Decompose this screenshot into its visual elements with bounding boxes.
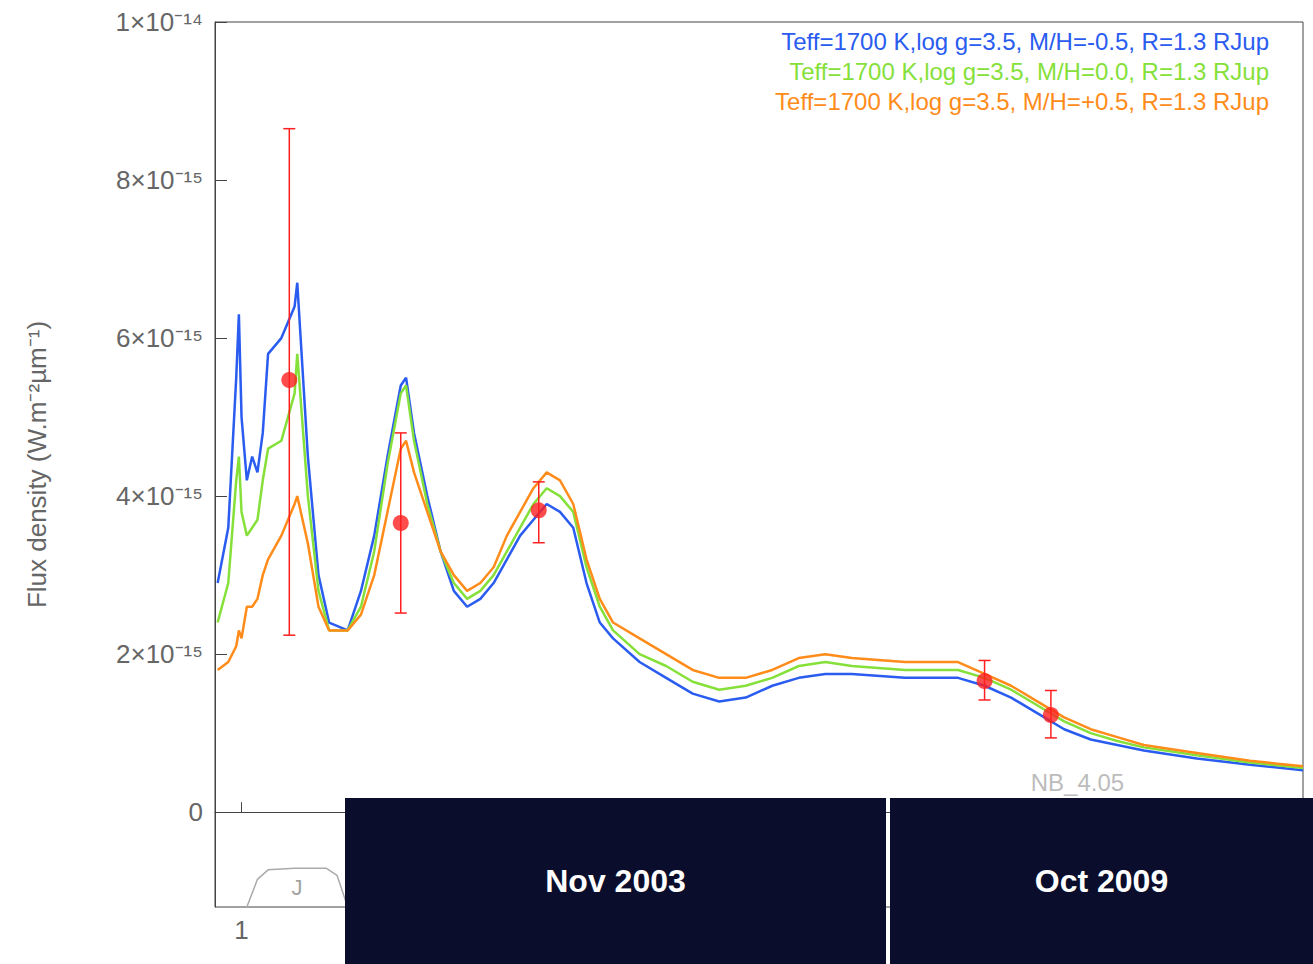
- svg-text:2×10⁻¹⁵: 2×10⁻¹⁵: [116, 639, 203, 669]
- svg-text:4×10⁻¹⁵: 4×10⁻¹⁵: [116, 481, 203, 511]
- svg-text:0: 0: [189, 797, 203, 827]
- html-text:Oct 2009: Oct 2009: [1034, 862, 1169, 899]
- html-text:Nov 2003: Nov 2003: [545, 862, 686, 899]
- svg-text:8×10⁻¹⁵: 8×10⁻¹⁵: [116, 165, 203, 195]
- svg-text:1×10⁻¹⁴: 1×10⁻¹⁴: [116, 7, 203, 37]
- svg-text:Flux density (W.m⁻²µm⁻¹): Flux density (W.m⁻²µm⁻¹): [22, 321, 52, 608]
- svg-text:Teff=1700 K,log g=3.5, M/H=0.0: Teff=1700 K,log g=3.5, M/H=0.0, R=1.3 RJ…: [789, 58, 1269, 85]
- svg-text:NB_4.05: NB_4.05: [1031, 769, 1124, 796]
- svg-text:1: 1: [234, 915, 248, 945]
- svg-text:Teff=1700 K,log g=3.5, M/H=-0.: Teff=1700 K,log g=3.5, M/H=-0.5, R=1.3 R…: [781, 28, 1269, 55]
- svg-text:J: J: [291, 875, 302, 900]
- svg-text:Teff=1700 K,log g=3.5, M/H=+0.: Teff=1700 K,log g=3.5, M/H=+0.5, R=1.3 R…: [775, 88, 1269, 115]
- svg-text:6×10⁻¹⁵: 6×10⁻¹⁵: [116, 323, 203, 353]
